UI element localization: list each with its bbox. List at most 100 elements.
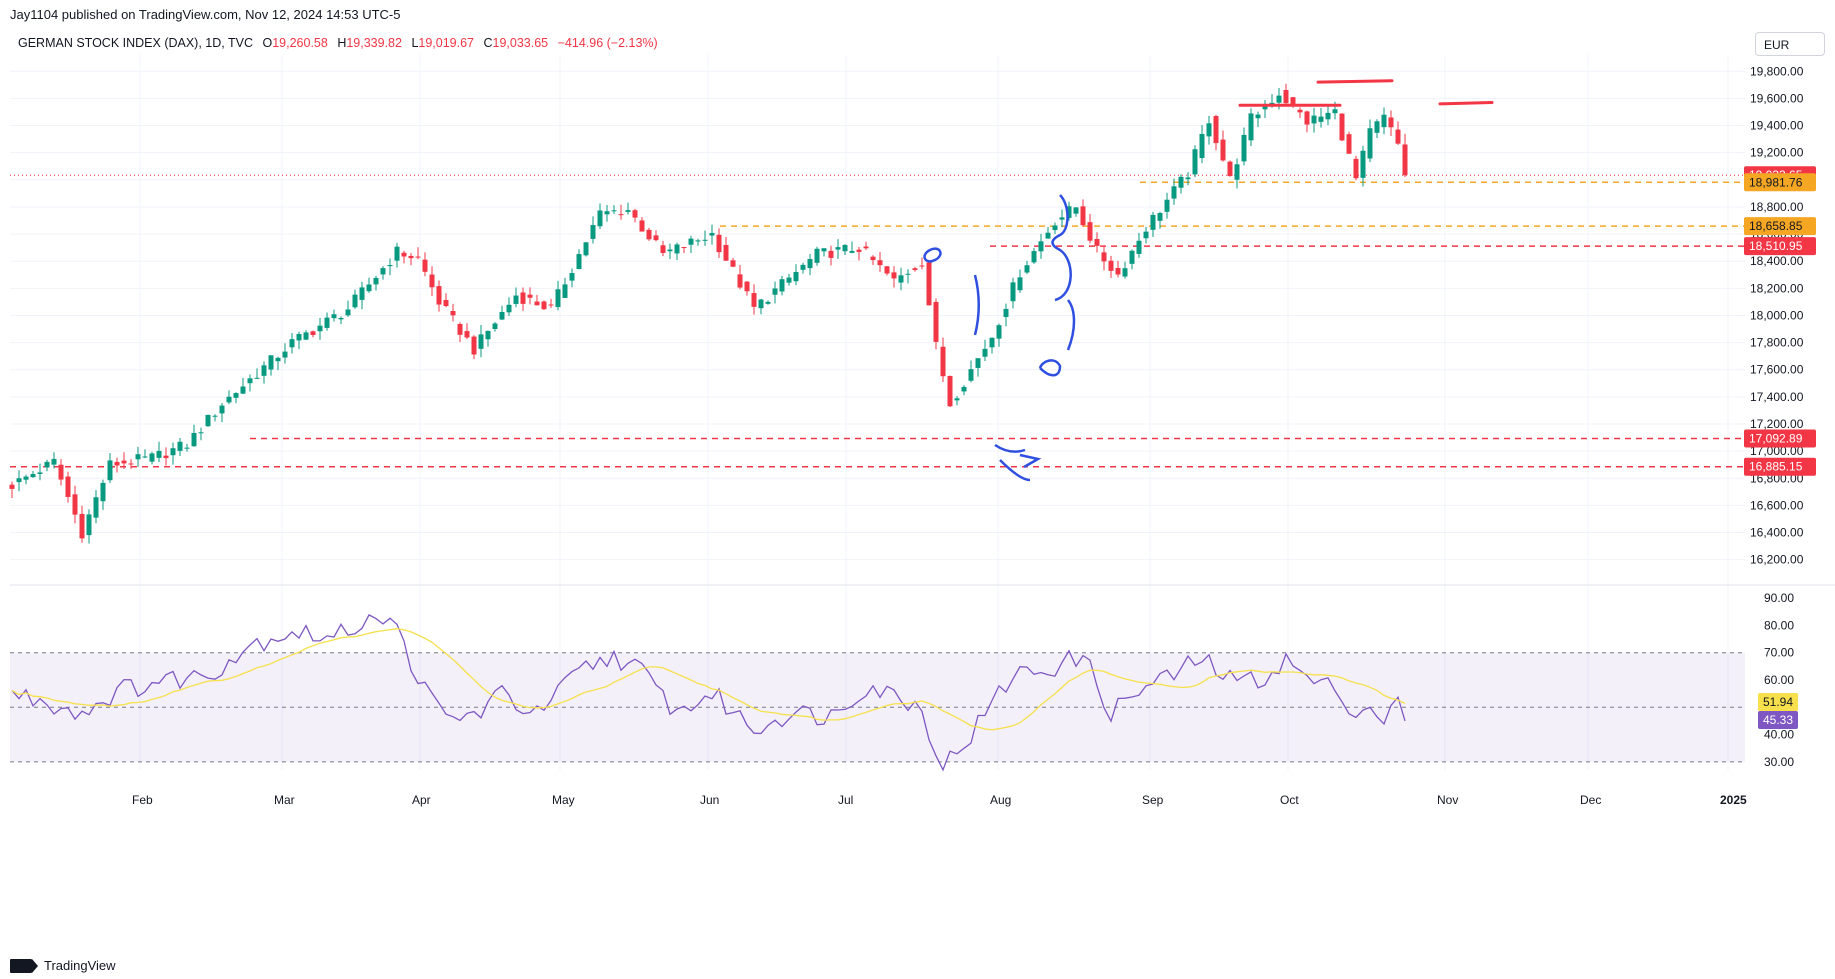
price-axis-tick: 18,800.00 [1750, 200, 1804, 214]
time-axis-tick: Jul [838, 793, 853, 807]
candle-body [541, 301, 547, 310]
candle-body [639, 220, 645, 232]
candle-body [387, 265, 393, 267]
candle-body [303, 332, 309, 340]
candle-body [1171, 186, 1177, 199]
currency-selector[interactable]: EUR [1755, 32, 1825, 56]
candle-body [1115, 267, 1121, 275]
blue-circle-drawing [1038, 359, 1062, 377]
candle-body [688, 238, 694, 245]
candle-body [989, 337, 995, 348]
price-axis-tick: 19,600.00 [1750, 91, 1804, 105]
candle-body [604, 211, 610, 215]
candle-body [1087, 222, 1093, 241]
change-value: −414.96 (−2.13%) [557, 36, 658, 50]
candle-body [1241, 134, 1247, 162]
price-axis-tick: 19,400.00 [1750, 119, 1804, 133]
candle-body [548, 304, 554, 306]
candle-body [674, 244, 680, 254]
time-axis-tick: Sep [1142, 793, 1164, 807]
candle-body [898, 275, 904, 283]
high-label: H [337, 36, 347, 50]
candle-body [1290, 97, 1296, 105]
candle-body [37, 472, 43, 474]
candle-body [821, 248, 827, 252]
candle-body [912, 268, 918, 271]
rsi-axis-tick: 30.00 [1764, 755, 1794, 769]
price-axis-tick: 16,600.00 [1750, 498, 1804, 512]
candle-body [933, 301, 939, 342]
time-axis-tick: Mar [274, 793, 295, 807]
candle-body [1332, 109, 1338, 114]
candle-body [576, 254, 582, 270]
candle-body [212, 415, 218, 417]
candle-body [975, 358, 981, 368]
candle-body [954, 398, 960, 401]
candle-body [79, 513, 85, 539]
candle-body [23, 476, 29, 480]
blue-arrow-drawing [994, 443, 1031, 482]
time-axis-tick: Nov [1437, 793, 1458, 807]
candle-body [1374, 121, 1380, 133]
open-value: 19,260.58 [272, 36, 328, 50]
candle-body [121, 460, 127, 464]
candle-body [1031, 251, 1037, 263]
candle-body [1360, 150, 1366, 178]
candle-body [373, 277, 379, 285]
candle-body [800, 264, 806, 270]
price-axis-tick: 19,800.00 [1750, 64, 1804, 78]
candle-body [163, 455, 169, 459]
candle-body [1220, 139, 1226, 161]
rsi-value-text: 45.33 [1763, 713, 1793, 727]
rsi-line [11, 614, 1406, 772]
candle-body [1185, 177, 1191, 180]
price-axis-tick: 17,200.00 [1750, 417, 1804, 431]
candle-body [534, 301, 540, 306]
candle-body [996, 325, 1002, 339]
candle-body [394, 246, 400, 261]
candle-body [72, 494, 78, 515]
price-axis-tick: 18,200.00 [1750, 281, 1804, 295]
candle-body [1073, 207, 1079, 214]
candle-body [723, 244, 729, 261]
candle-body [772, 288, 778, 295]
candle-body [1017, 277, 1023, 291]
candle-body [1066, 206, 1072, 218]
candle-body [233, 393, 239, 398]
rsi-axis-tick: 90.00 [1764, 591, 1794, 605]
candle-body [1143, 231, 1149, 239]
candle-body [926, 262, 932, 306]
rsi-ma-value-tag [1758, 692, 1798, 711]
candle-body [289, 339, 295, 348]
candle-body [191, 432, 197, 447]
candle-body [849, 250, 855, 253]
candle-body [1059, 217, 1065, 220]
time-axis-tick: Feb [132, 793, 153, 807]
price-axis-tick: 16,200.00 [1750, 553, 1804, 567]
candle-body [100, 482, 106, 502]
candle-body [1227, 161, 1233, 177]
candle-body [1150, 214, 1156, 230]
candle-body [632, 210, 638, 218]
candle-body [1276, 95, 1282, 103]
candle-body [1003, 308, 1009, 317]
candle-body [730, 260, 736, 267]
price-label-tag [1744, 457, 1816, 476]
candle-body [961, 386, 967, 392]
candle-body [1101, 252, 1107, 262]
candle-body [184, 447, 190, 449]
candle-body [779, 279, 785, 292]
blue-arrow-drawing [1051, 194, 1076, 351]
high-value: 19,339.82 [346, 36, 402, 50]
price-label-text: 18,658.85 [1749, 219, 1803, 233]
candle-body [324, 317, 330, 328]
candle-body [492, 323, 498, 330]
price-label-text: 16,885.15 [1749, 460, 1803, 474]
candle-body [128, 463, 134, 465]
candle-body [751, 293, 757, 307]
rsi-axis-tick: 60.00 [1764, 673, 1794, 687]
candle-body [1157, 212, 1163, 221]
candle-body [1339, 113, 1345, 141]
blue-arrow-drawing [1019, 453, 1042, 469]
